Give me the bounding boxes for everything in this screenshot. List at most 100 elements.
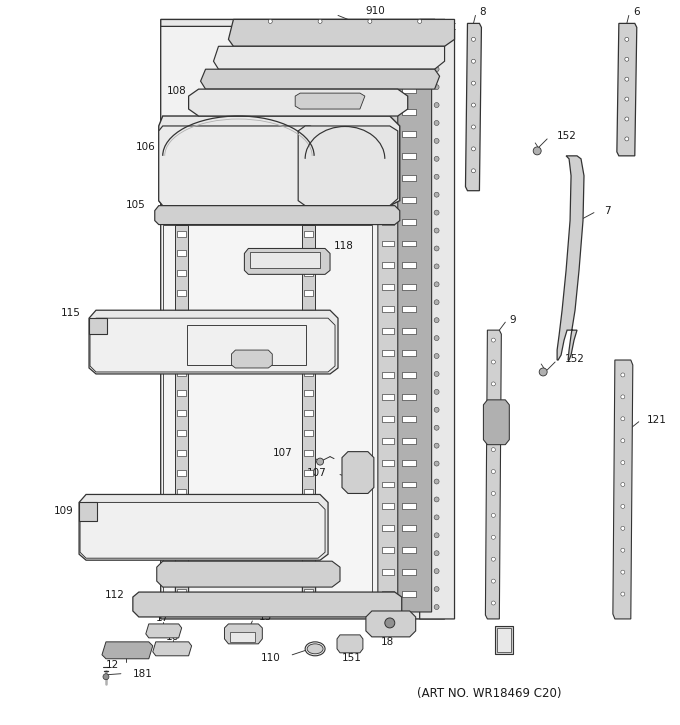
Circle shape — [434, 426, 439, 430]
Bar — [382, 131, 394, 137]
Text: 9: 9 — [509, 315, 516, 326]
Circle shape — [434, 605, 439, 610]
Circle shape — [471, 125, 475, 129]
Circle shape — [492, 447, 495, 452]
Circle shape — [434, 120, 439, 125]
Polygon shape — [188, 89, 408, 116]
Circle shape — [434, 354, 439, 359]
Text: 16: 16 — [166, 632, 180, 642]
Polygon shape — [201, 69, 439, 89]
Bar — [402, 196, 415, 203]
Polygon shape — [155, 206, 400, 225]
Text: 13: 13 — [258, 612, 271, 622]
Bar — [402, 241, 415, 247]
Circle shape — [103, 674, 109, 680]
Bar — [402, 415, 415, 422]
Bar — [402, 591, 415, 597]
Circle shape — [492, 535, 495, 539]
Circle shape — [434, 282, 439, 287]
Circle shape — [625, 97, 629, 101]
Bar — [177, 410, 186, 415]
Circle shape — [492, 338, 495, 342]
Circle shape — [368, 20, 372, 23]
Bar — [402, 372, 415, 378]
Circle shape — [621, 570, 625, 574]
Bar — [382, 394, 394, 400]
Polygon shape — [231, 350, 272, 368]
Circle shape — [492, 601, 495, 605]
Bar — [177, 430, 186, 436]
Bar — [382, 219, 394, 225]
Bar — [177, 350, 186, 356]
Bar — [382, 44, 394, 49]
Polygon shape — [466, 23, 481, 191]
Circle shape — [434, 138, 439, 144]
Text: 7: 7 — [604, 206, 611, 215]
Text: 152: 152 — [557, 131, 577, 141]
Polygon shape — [80, 502, 325, 558]
Circle shape — [434, 407, 439, 413]
Bar — [382, 262, 394, 268]
Text: 152: 152 — [565, 354, 585, 364]
Text: 109: 109 — [53, 506, 73, 516]
Circle shape — [434, 371, 439, 376]
Bar — [402, 153, 415, 159]
Polygon shape — [398, 26, 432, 612]
Polygon shape — [90, 318, 335, 372]
Bar — [402, 219, 415, 225]
Bar — [304, 250, 313, 257]
Bar — [382, 241, 394, 247]
Bar — [177, 450, 186, 455]
Circle shape — [434, 336, 439, 341]
Bar — [382, 109, 394, 115]
Text: 181: 181 — [133, 668, 153, 679]
Bar — [177, 569, 186, 575]
Circle shape — [434, 568, 439, 573]
Bar — [402, 350, 415, 356]
Text: 103: 103 — [239, 33, 258, 44]
Bar — [382, 569, 394, 575]
Bar — [382, 175, 394, 181]
Polygon shape — [337, 635, 363, 652]
Circle shape — [533, 147, 541, 155]
Bar — [177, 290, 186, 297]
Circle shape — [492, 492, 495, 495]
Bar — [402, 481, 415, 487]
Bar — [382, 350, 394, 356]
Polygon shape — [486, 330, 501, 619]
Bar — [402, 109, 415, 115]
Text: 108: 108 — [167, 86, 186, 96]
Bar — [382, 87, 394, 93]
Circle shape — [434, 264, 439, 269]
Bar — [402, 284, 415, 290]
Polygon shape — [557, 156, 584, 360]
Circle shape — [492, 558, 495, 561]
Bar — [382, 460, 394, 465]
Text: 151: 151 — [342, 652, 362, 663]
Bar — [382, 65, 394, 71]
Bar — [402, 175, 415, 181]
Circle shape — [625, 77, 629, 81]
Text: 18: 18 — [381, 637, 394, 647]
Circle shape — [434, 551, 439, 555]
Bar — [177, 470, 186, 476]
Circle shape — [492, 360, 495, 364]
Bar — [382, 196, 394, 203]
Circle shape — [434, 515, 439, 520]
Polygon shape — [228, 20, 454, 46]
Bar — [304, 430, 313, 436]
Polygon shape — [224, 624, 262, 644]
Bar — [382, 547, 394, 553]
Bar — [382, 372, 394, 378]
Circle shape — [471, 81, 475, 85]
Bar — [304, 370, 313, 376]
Bar — [177, 390, 186, 396]
Bar — [250, 252, 320, 268]
Bar — [304, 390, 313, 396]
Bar — [382, 415, 394, 422]
Circle shape — [434, 67, 439, 72]
Bar — [304, 470, 313, 476]
Polygon shape — [157, 561, 340, 587]
Bar — [382, 328, 394, 334]
Polygon shape — [420, 20, 454, 619]
